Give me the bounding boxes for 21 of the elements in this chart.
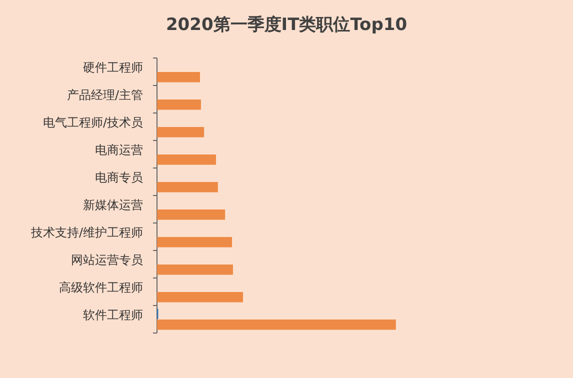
bar — [157, 154, 216, 165]
y-tick-label: 软件工程师 — [83, 308, 143, 322]
bar — [157, 320, 396, 330]
bar — [157, 264, 233, 275]
y-tick-label: 电商专员 — [95, 170, 143, 185]
y-tick-label: 电商运营 — [95, 143, 143, 158]
y-tick-label: 硬件工程师 — [83, 60, 143, 75]
chart-title: 2020第一季度IT类职位Top10 — [166, 15, 408, 35]
bar — [157, 237, 232, 248]
bar — [157, 292, 243, 302]
bar — [157, 182, 218, 192]
y-tick-label: 产品经理/主管 — [66, 88, 143, 102]
y-tick-label: 电气工程师/技术员 — [42, 116, 143, 130]
y-tick-label: 网站运营专员 — [71, 253, 143, 268]
bar — [157, 210, 226, 220]
y-tick-label: 技术支持/维护工程师 — [30, 226, 143, 240]
y-tick-label: 新媒体运营 — [83, 198, 143, 212]
bar — [157, 100, 201, 110]
y-tick-label: 高级软件工程师 — [59, 280, 143, 295]
bar — [157, 127, 204, 138]
bar — [157, 72, 200, 82]
